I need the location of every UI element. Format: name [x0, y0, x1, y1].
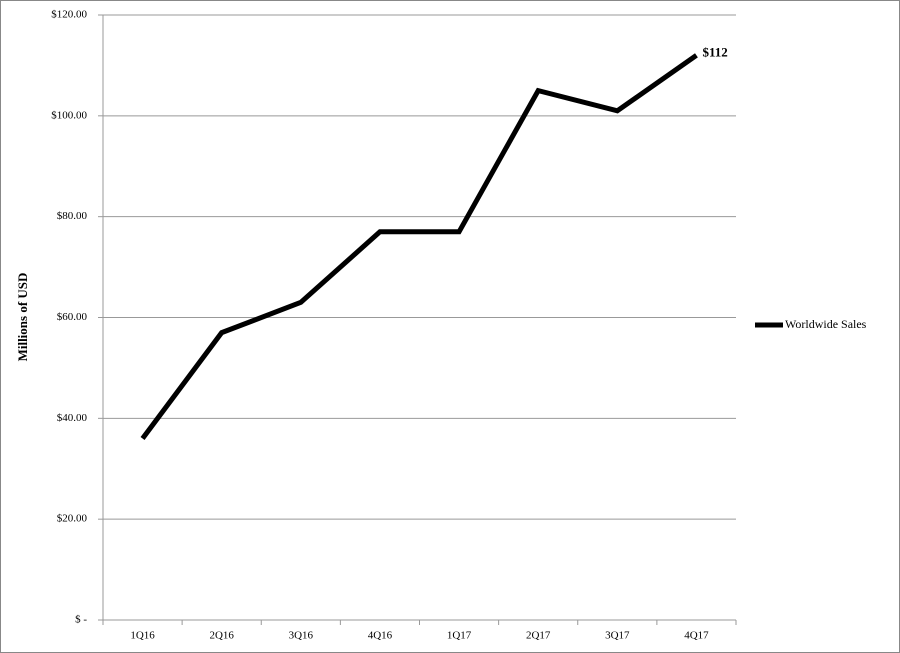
legend-label: Worldwide Sales — [785, 317, 867, 331]
x-tick-label: 3Q17 — [605, 630, 630, 642]
line-series — [140, 53, 698, 440]
y-tick-label: $80.00 — [57, 210, 88, 222]
y-tick-label: $60.00 — [57, 311, 88, 323]
y-tick-label: $20.00 — [57, 513, 88, 525]
x-tick-label: 2Q16 — [209, 630, 234, 642]
x-tick-label: 4Q16 — [368, 630, 393, 642]
y-axis-label: Millions of USD — [15, 273, 30, 362]
x-tick-label: 4Q17 — [684, 630, 709, 642]
y-tick-label: $ - — [75, 614, 87, 626]
x-tick-label: 1Q16 — [130, 630, 155, 642]
x-tick-label: 3Q16 — [289, 630, 314, 642]
y-tick-label: $40.00 — [57, 412, 88, 424]
y-tick-label: $100.00 — [51, 109, 87, 121]
y-tick-label: $120.00 — [51, 9, 87, 21]
x-tick-label: 2Q17 — [526, 630, 551, 642]
data-label: $112 — [702, 44, 727, 59]
x-tick-label: 1Q17 — [447, 630, 472, 642]
